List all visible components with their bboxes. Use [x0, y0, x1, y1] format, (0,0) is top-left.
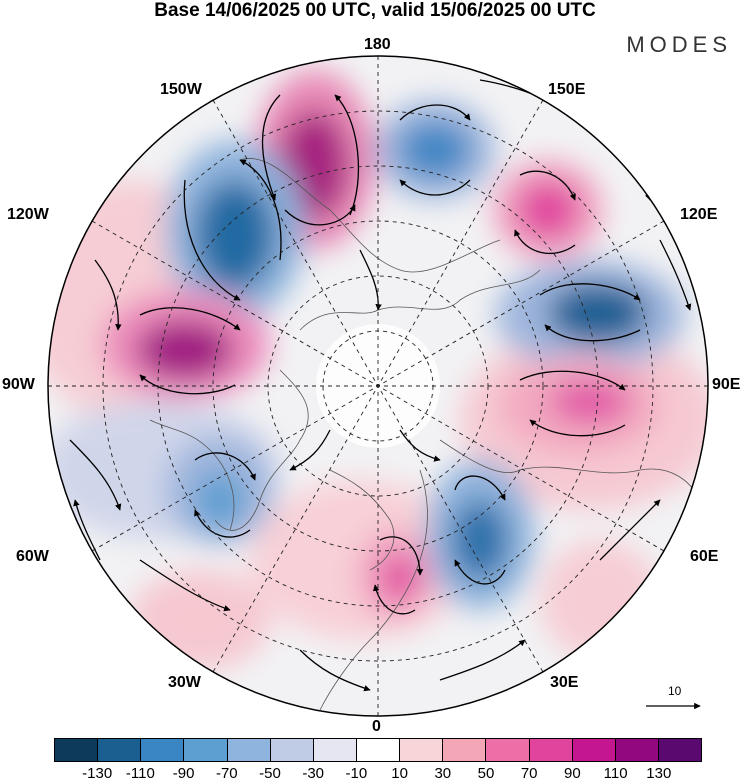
lon-label-150w: 150W [160, 81, 202, 98]
anomaly-positive-120e-core [518, 182, 578, 238]
lon-label-60e: 60E [690, 548, 719, 565]
colorbar-swatch [529, 739, 573, 761]
colorbar-tick-label: 30 [434, 765, 452, 782]
brand-logo: MODES [626, 32, 732, 57]
colorbar-swatch [270, 739, 314, 761]
colorbar-swatch [572, 739, 616, 761]
reference-vector-label: 10 [668, 684, 682, 698]
colorbar-tick-label: 70 [520, 765, 538, 782]
colorbar-swatch [313, 739, 357, 761]
anomaly-negative-150e-core [400, 122, 470, 178]
colorbar-swatch [184, 739, 228, 761]
anomaly-negative-45e-core [452, 500, 508, 580]
colorbar [54, 738, 702, 762]
graticule [48, 56, 708, 716]
colorbar-swatch [615, 739, 659, 761]
anomaly-field [48, 56, 708, 716]
tint-positive-south-east [540, 540, 660, 660]
colorbar-swatch [443, 739, 487, 761]
lon-label-120e: 120E [680, 206, 718, 223]
colorbar-tick-label: -130 [82, 765, 113, 782]
colorbar-tick-label: 110 [603, 765, 628, 782]
lon-label-60w: 60W [16, 548, 49, 565]
tint-positive-south-west [130, 570, 270, 670]
anomaly-negative-150w-core [195, 180, 275, 290]
colorbar-swatch [141, 739, 185, 761]
lon-label-150e: 150E [548, 81, 586, 98]
lon-label-90w: 90W [2, 376, 35, 393]
colorbar-tick-label: -90 [172, 765, 195, 782]
colorbar-tick-label: 10 [391, 765, 408, 782]
anomaly-positive-90e-core [550, 380, 630, 424]
anomaly-positive-100w-core [137, 320, 233, 380]
colorbar-swatch [227, 739, 271, 761]
colorbar-tick-label: 130 [646, 765, 672, 782]
colorbar-tick-label: -110 [125, 765, 155, 782]
colorbar-swatch [356, 739, 401, 761]
colorbar-ticks: -130 -110 -90 -70 -50 -30 -10 10 30 50 70 90 110 130 [54, 765, 702, 783]
anomaly-positive-15e-core [382, 556, 418, 600]
page-title: Base 14/06/2025 00 UTC, valid 15/06/2025… [154, 0, 596, 21]
lon-label-180: 180 [364, 36, 391, 53]
lon-label-120w: 120W [7, 206, 49, 223]
colorbar-swatch [55, 739, 99, 761]
anomaly-negative-70w-core [195, 472, 245, 528]
colorbar-swatch [658, 739, 702, 761]
colorbar-swatch [98, 739, 142, 761]
lon-label-90e: 90E [712, 376, 741, 393]
lon-label-30e: 30E [550, 674, 579, 691]
colorbar-tick-label: 50 [477, 765, 495, 782]
anomaly-negative-105e-core [548, 283, 648, 343]
coastlines [149, 158, 701, 711]
colorbar-swatch [400, 739, 444, 761]
colorbar-swatch [486, 739, 530, 761]
lon-label-30w: 30W [168, 674, 201, 691]
colorbar-tick-label: -70 [215, 765, 238, 782]
colorbar-tick-label: -50 [259, 765, 281, 782]
colorbar-tick-label: -10 [345, 765, 368, 782]
map-border [47, 55, 709, 717]
lon-label-0: 0 [372, 718, 381, 735]
colorbar-tick-label: -30 [302, 765, 325, 782]
colorbar-tick-label: 90 [564, 765, 581, 782]
